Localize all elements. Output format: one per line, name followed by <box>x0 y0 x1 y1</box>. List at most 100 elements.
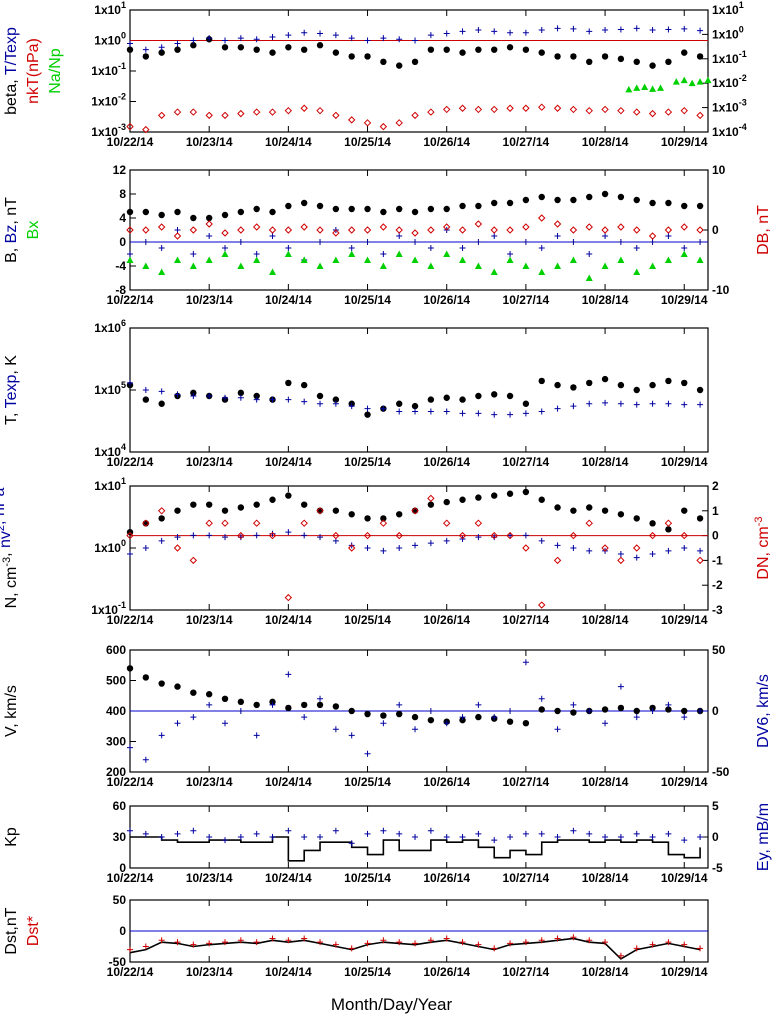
y-tick-label: 500 <box>106 674 126 688</box>
y-tick-label: 50 <box>113 893 127 907</box>
data-point-Bz <box>253 251 260 257</box>
data-point-beta <box>491 46 498 53</box>
y-tick-label: -50 <box>109 955 127 969</box>
data-point-Bx <box>237 262 245 269</box>
data-point-Bx <box>664 256 672 263</box>
data-point-nv2 <box>396 545 403 551</box>
data-point-Bz <box>364 239 371 245</box>
data-point-DN <box>538 601 546 609</box>
data-point-DN <box>427 494 435 503</box>
data-point-DV6 <box>206 701 213 708</box>
x-tick-label: 10/22/14 <box>107 455 154 469</box>
data-point-DV6 <box>174 720 181 727</box>
data-point-DV6 <box>617 683 624 690</box>
data-point-DV6 <box>253 732 260 739</box>
data-point-B <box>522 196 530 204</box>
data-point-V <box>205 691 213 698</box>
x-tick-label: 10/26/14 <box>423 455 470 469</box>
y-tick-label: 8 <box>119 187 126 201</box>
panel-N: 10/22/14 10/23/14 10/24/14 10/25/14 10/26/14… <box>0 476 772 627</box>
data-point-V <box>649 704 656 712</box>
data-point-T/Texp <box>348 35 355 42</box>
y-axis-label-beta: beta, T/Texp <box>3 27 20 115</box>
data-point-T/Texp <box>697 27 704 34</box>
data-point-B <box>380 208 387 216</box>
x-tick-label: 10/26/14 <box>423 871 470 885</box>
x-tick-label: 10/28/14 <box>582 455 629 469</box>
data-point-Bx <box>601 262 609 269</box>
right-tick-label: 50 <box>712 643 726 657</box>
data-point-Texp <box>665 400 672 407</box>
data-point-Ey <box>491 837 498 844</box>
data-point-Ey <box>507 834 514 840</box>
data-point-DB, nT <box>189 226 198 234</box>
data-point-B <box>554 196 561 204</box>
data-point-N <box>491 492 498 499</box>
data-point-DV6 <box>222 720 229 727</box>
data-point-DN <box>680 531 688 540</box>
data-point-Ey <box>665 830 672 837</box>
data-point-DV6 <box>459 714 466 721</box>
data-point-DB, nT <box>585 223 593 231</box>
y-tick-label: 0 <box>119 235 126 249</box>
data-point-beta <box>364 53 371 60</box>
data-point-Texp <box>332 400 339 407</box>
data-point-DN <box>443 519 451 527</box>
data-point-B <box>348 205 355 213</box>
data-point-DV6 <box>427 708 434 714</box>
data-point-DV6 <box>602 720 609 727</box>
data-point-Ey <box>412 834 419 840</box>
data-point-beta <box>586 58 593 66</box>
data-point-Dst* <box>396 939 403 946</box>
y-axis-label3-beta: Na/Np <box>47 48 64 93</box>
data-point-DN <box>569 531 578 540</box>
data-point-DN <box>522 544 530 552</box>
data-point-B <box>332 205 340 213</box>
data-point-DV6 <box>348 732 355 739</box>
data-point-nkT(nPa) <box>633 108 641 116</box>
data-point-DV6 <box>665 701 672 708</box>
data-point-B <box>396 205 403 213</box>
data-point-DN <box>553 556 562 565</box>
data-point-N <box>696 515 704 522</box>
data-point-Bx <box>221 250 229 257</box>
data-point-nkT(nPa) <box>157 111 166 120</box>
data-point-Texp <box>570 403 577 410</box>
data-point-N <box>522 488 530 496</box>
data-point-nkT(nPa) <box>268 108 277 116</box>
data-point-Ey <box>427 827 434 834</box>
data-point-Dst* <box>475 941 482 948</box>
data-point-Dst* <box>538 937 545 944</box>
data-point-beta <box>396 62 403 69</box>
x-tick-label: 10/24/14 <box>265 965 312 979</box>
y-axis-label-N: N, cm-3, nv2, nPa <box>0 487 20 608</box>
data-point-DB, nT <box>427 226 435 234</box>
data-point-T <box>570 384 577 391</box>
y-tick-label: -8 <box>115 283 126 297</box>
data-point-DN <box>300 519 308 527</box>
data-point-Bx <box>253 256 261 263</box>
data-point-Dst* <box>443 935 450 942</box>
data-point-Dst* <box>285 937 292 944</box>
data-point-Texp <box>412 408 419 415</box>
data-point-Ey <box>127 827 133 834</box>
data-point-T/Texp <box>602 27 609 34</box>
data-point-nv2 <box>301 532 308 539</box>
data-point-Dst* <box>348 945 355 952</box>
data-point-DV6 <box>317 695 324 702</box>
data-point-Texp <box>174 391 181 398</box>
x-tick-label: 10/27/14 <box>503 613 550 627</box>
data-point-nkT(nPa) <box>173 108 182 116</box>
data-point-V <box>459 716 466 724</box>
data-point-Texp <box>348 403 355 410</box>
data-point-T/Texp <box>206 35 213 42</box>
data-point-Bz <box>459 245 466 251</box>
data-point-Texp <box>158 388 165 395</box>
data-point-N <box>570 507 577 514</box>
data-point-V <box>300 701 308 709</box>
data-point-beta <box>285 44 292 51</box>
data-point-Dst* <box>681 941 688 948</box>
data-point-Na/Np <box>633 84 641 91</box>
data-point-beta <box>427 46 435 53</box>
data-point-Na/Np <box>625 85 633 93</box>
